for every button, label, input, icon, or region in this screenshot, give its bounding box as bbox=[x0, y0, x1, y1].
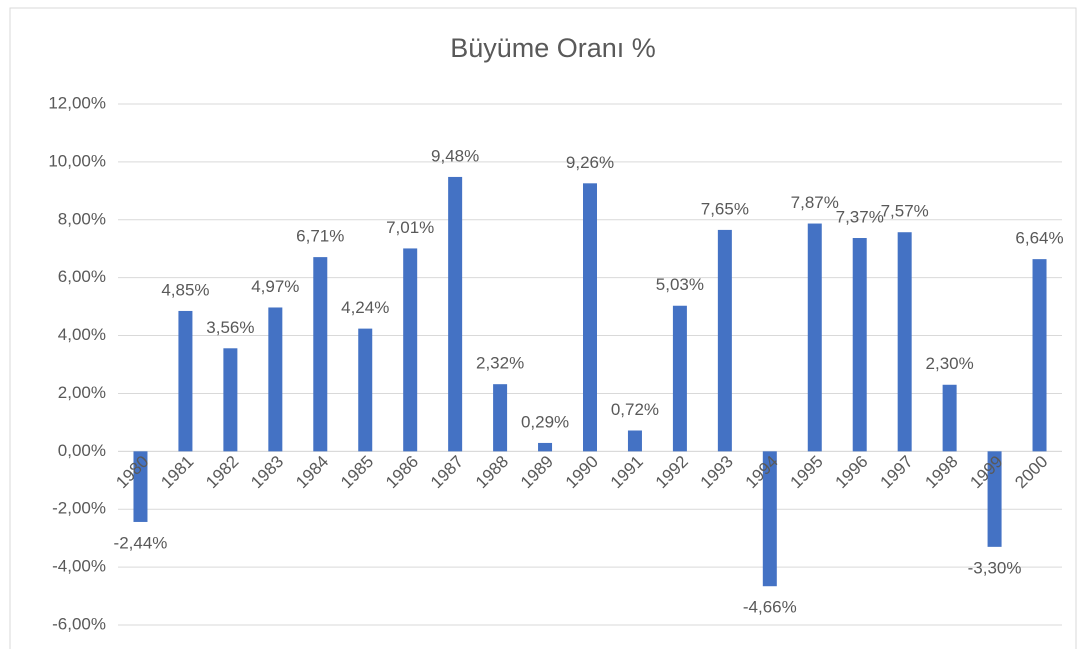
bar bbox=[987, 451, 1002, 547]
y-tick-label: 10,00% bbox=[48, 151, 106, 170]
bar bbox=[493, 384, 508, 452]
y-tick-label: -2,00% bbox=[52, 499, 106, 518]
data-label: -4,66% bbox=[743, 598, 797, 617]
x-tick-label: 2000 bbox=[1011, 452, 1051, 492]
data-label: 2,32% bbox=[476, 354, 524, 373]
data-label: 4,97% bbox=[251, 277, 299, 296]
x-tick-label: 1993 bbox=[697, 452, 737, 492]
y-tick-label: 6,00% bbox=[58, 267, 106, 286]
bar bbox=[538, 442, 553, 452]
y-tick-label: 2,00% bbox=[58, 383, 106, 402]
x-tick-label: 1989 bbox=[517, 452, 557, 492]
bar bbox=[358, 328, 373, 452]
bar bbox=[717, 229, 732, 452]
y-tick-label: 8,00% bbox=[58, 209, 106, 228]
data-label: 7,37% bbox=[836, 207, 884, 226]
data-label: 4,85% bbox=[161, 280, 209, 299]
bar bbox=[583, 183, 597, 452]
x-tick-label: 1988 bbox=[472, 452, 512, 492]
data-label: -2,44% bbox=[114, 533, 168, 552]
chart-frame bbox=[9, 7, 1077, 649]
bar bbox=[403, 248, 418, 452]
x-tick-label: 1981 bbox=[157, 452, 197, 492]
x-tick-label: 1983 bbox=[247, 452, 287, 492]
bar bbox=[448, 176, 463, 452]
y-tick-label: 12,00% bbox=[48, 93, 106, 112]
x-tick-label: 1982 bbox=[202, 452, 242, 492]
x-tick-label: 1990 bbox=[562, 452, 602, 492]
bar bbox=[672, 305, 687, 452]
data-label: 6,64% bbox=[1015, 229, 1063, 248]
data-label: 4,24% bbox=[341, 298, 389, 317]
data-label: 7,01% bbox=[386, 218, 434, 237]
data-label: 0,29% bbox=[521, 412, 569, 431]
chart-title: Büyüme Oranı % bbox=[450, 33, 656, 63]
data-label: 2,30% bbox=[926, 354, 974, 373]
data-label: 5,03% bbox=[656, 275, 704, 294]
bar bbox=[762, 451, 777, 587]
bar bbox=[133, 451, 148, 522]
x-tick-label: 1996 bbox=[832, 452, 872, 492]
data-label: -3,30% bbox=[968, 558, 1022, 577]
x-tick-label: 1997 bbox=[876, 452, 916, 492]
bar bbox=[897, 232, 912, 452]
bar bbox=[852, 238, 867, 452]
y-tick-label: -4,00% bbox=[52, 557, 106, 576]
bar bbox=[313, 257, 328, 452]
data-label: 3,56% bbox=[206, 318, 254, 337]
bar bbox=[268, 307, 283, 452]
data-label: 9,26% bbox=[566, 153, 614, 172]
x-tick-label: 1991 bbox=[607, 452, 647, 492]
bar bbox=[942, 384, 957, 452]
data-label: 0,72% bbox=[611, 400, 659, 419]
bar bbox=[223, 348, 238, 452]
bar bbox=[807, 223, 822, 452]
x-tick-label: 1985 bbox=[337, 452, 377, 492]
data-label: 9,48% bbox=[431, 146, 479, 165]
bar bbox=[1032, 259, 1047, 452]
y-tick-label: 0,00% bbox=[58, 441, 106, 460]
y-tick-label: 4,00% bbox=[58, 325, 106, 344]
bar bbox=[178, 310, 193, 452]
x-tick-label: 1995 bbox=[787, 452, 827, 492]
data-label: 6,71% bbox=[296, 227, 344, 246]
data-label: 7,65% bbox=[701, 199, 749, 218]
x-tick-label: 1986 bbox=[382, 452, 422, 492]
bar bbox=[627, 430, 642, 452]
x-tick-label: 1987 bbox=[427, 452, 467, 492]
x-tick-label: 1984 bbox=[292, 452, 332, 492]
data-label: 7,57% bbox=[881, 202, 929, 221]
y-tick-label: -6,00% bbox=[52, 614, 106, 633]
x-tick-label: 1992 bbox=[652, 452, 692, 492]
data-label: 7,87% bbox=[791, 193, 839, 212]
x-tick-label: 1998 bbox=[921, 452, 961, 492]
